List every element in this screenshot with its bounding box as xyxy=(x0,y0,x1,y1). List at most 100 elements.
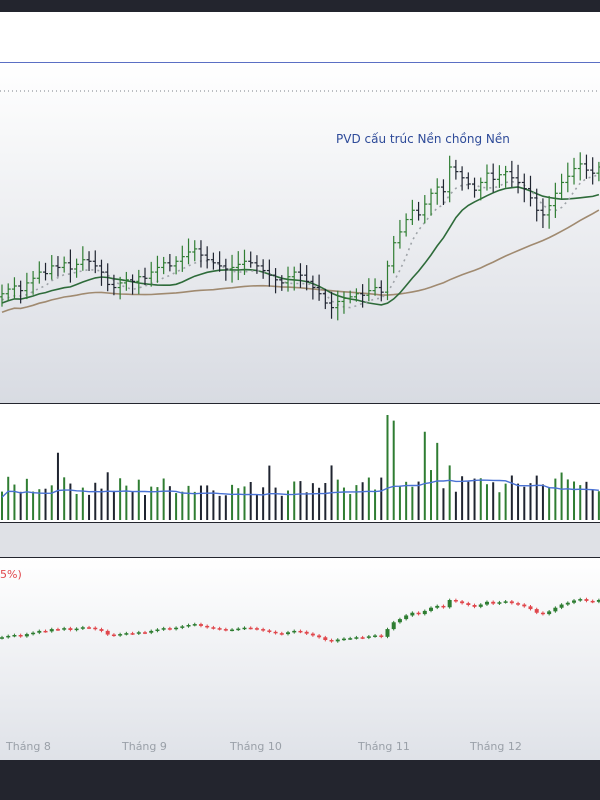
candle-body xyxy=(236,628,241,631)
candle-body xyxy=(317,635,322,638)
candle-body xyxy=(429,607,434,611)
candle-body xyxy=(93,627,98,630)
candle-body xyxy=(105,630,110,635)
candle-body xyxy=(223,629,228,631)
candle-body xyxy=(572,600,577,603)
month-label-oct: Tháng 10 xyxy=(230,740,282,753)
candle-body xyxy=(261,629,266,631)
candle-body xyxy=(87,627,92,629)
candle-body xyxy=(130,633,135,635)
candle-body xyxy=(74,628,79,631)
candle-body xyxy=(149,630,154,633)
candle-body xyxy=(230,629,235,632)
top-toolbar xyxy=(0,12,600,63)
candle-body xyxy=(540,612,545,615)
candle-body xyxy=(416,612,421,615)
candle-body xyxy=(596,600,600,602)
candle-body xyxy=(198,624,203,626)
candle-body xyxy=(248,627,253,630)
candle-body xyxy=(335,639,340,642)
candle-body xyxy=(254,628,259,630)
candle-body xyxy=(366,636,371,638)
candle-body xyxy=(192,624,197,626)
candle-body xyxy=(161,628,166,630)
candle-body xyxy=(118,634,123,636)
candle-body xyxy=(453,600,458,602)
candle-body xyxy=(267,630,272,632)
candle-body xyxy=(360,637,365,639)
bottom-panel-bg xyxy=(0,558,600,760)
candle-body xyxy=(435,605,440,608)
candle-body xyxy=(80,627,85,629)
month-label-aug: Tháng 8 xyxy=(6,740,51,753)
candle-body xyxy=(273,631,278,634)
candle-body xyxy=(111,634,116,637)
candle-body xyxy=(24,634,29,637)
candle-body xyxy=(447,600,452,608)
candle-body xyxy=(143,632,148,634)
candle-body xyxy=(304,631,309,634)
candle-body xyxy=(31,632,36,635)
candle-body xyxy=(404,615,409,620)
candle-body xyxy=(516,603,521,605)
candle-body xyxy=(559,604,564,608)
candle-body xyxy=(422,610,427,615)
candle-body xyxy=(136,632,141,634)
candle-body xyxy=(68,628,73,630)
candle-body xyxy=(528,606,533,610)
candle-body xyxy=(62,628,67,630)
candle-body xyxy=(491,601,496,604)
candle-body xyxy=(18,635,23,637)
candle-body xyxy=(484,601,489,605)
candle-body xyxy=(509,601,514,604)
candle-body xyxy=(565,602,570,605)
candle-body xyxy=(553,607,558,612)
candle-body xyxy=(503,601,508,603)
candle-body xyxy=(590,600,595,603)
candle-body xyxy=(292,630,297,633)
candle-body xyxy=(323,637,328,640)
candle-body xyxy=(205,625,210,628)
candle-body xyxy=(6,635,11,638)
candle-body xyxy=(310,633,315,636)
candle-body xyxy=(49,629,54,632)
candle-body xyxy=(534,609,539,613)
volume-ma-line xyxy=(1,479,599,498)
candle-body xyxy=(441,605,446,608)
candle-body xyxy=(460,601,465,604)
candle-body xyxy=(466,603,471,605)
candle-body xyxy=(180,626,185,628)
candle-body xyxy=(124,633,129,635)
candle-body xyxy=(341,638,346,641)
candle-body xyxy=(373,635,378,637)
separator-band xyxy=(0,523,600,557)
candle-body xyxy=(279,633,284,635)
month-label-sep: Tháng 9 xyxy=(122,740,167,753)
candle-body xyxy=(0,637,4,639)
candle-body xyxy=(167,628,172,630)
candle-body xyxy=(348,638,353,640)
bottom-panel-label: 5%) xyxy=(0,568,22,581)
month-label-nov: Tháng 11 xyxy=(358,740,410,753)
month-label-dec: Tháng 12 xyxy=(470,740,522,753)
chart-annotation: PVD cấu trúc Nền chồng Nền xyxy=(336,132,510,146)
candle-body xyxy=(497,602,502,604)
candle-body xyxy=(472,605,477,607)
candle-body xyxy=(286,632,291,635)
candle-body xyxy=(211,627,216,629)
candle-body xyxy=(397,619,402,623)
candle-body xyxy=(584,599,589,601)
candle-body xyxy=(329,640,334,642)
candle-body xyxy=(217,628,222,630)
candle-body xyxy=(37,630,42,633)
candle-body xyxy=(55,629,60,631)
candle-body xyxy=(12,635,17,637)
candle-body xyxy=(155,629,160,632)
candle-body xyxy=(186,625,191,627)
candle-body xyxy=(354,637,359,639)
candle-body xyxy=(385,629,390,637)
candle-body xyxy=(547,611,552,615)
candle-body xyxy=(478,604,483,607)
